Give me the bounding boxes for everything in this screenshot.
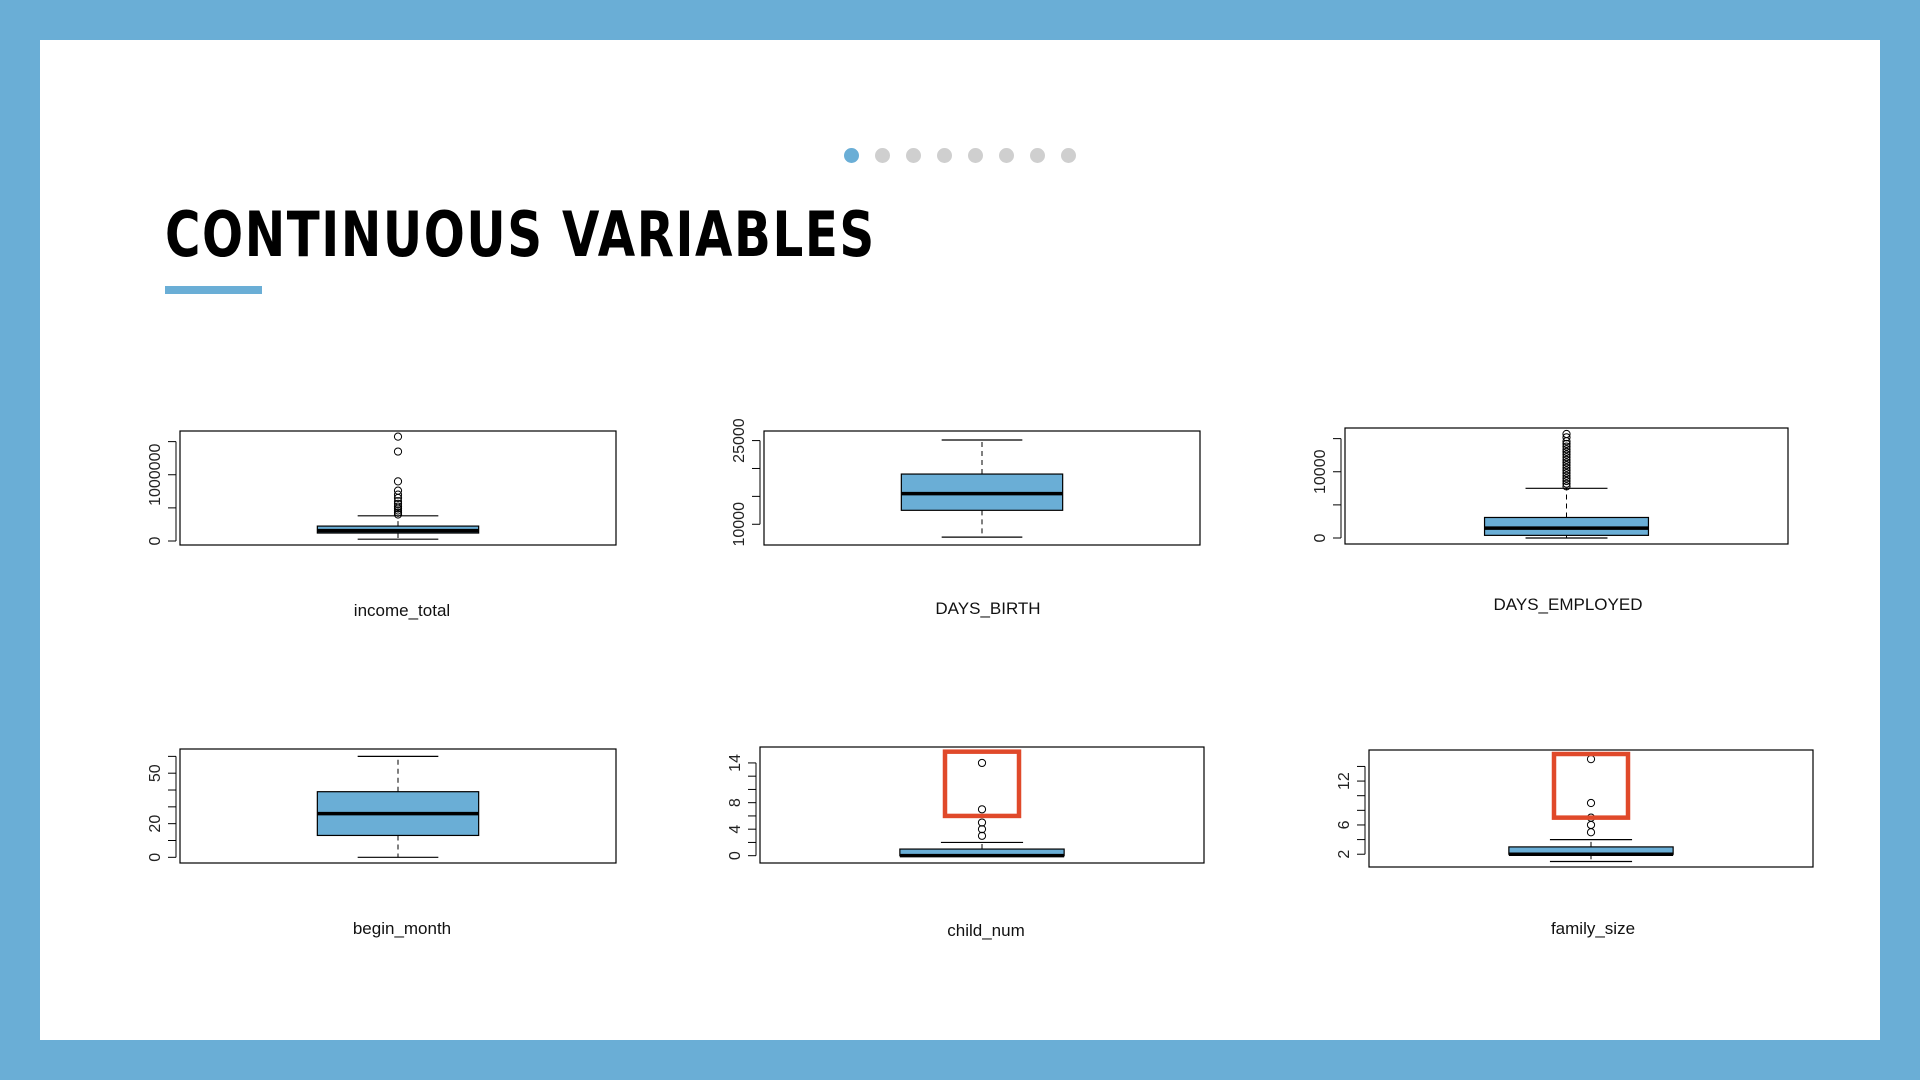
outlier-point [1562, 453, 1571, 462]
outlier-point [1562, 433, 1571, 442]
x-axis-label: DAYS_EMPLOYED [1494, 595, 1643, 614]
outlier-point [1586, 755, 1596, 764]
outlier-point [393, 510, 403, 519]
slide-pagination[interactable] [40, 148, 1880, 163]
x-axis-label: family_size [1551, 919, 1635, 938]
plot-frame [1368, 749, 1814, 868]
outlier-point [1562, 442, 1571, 451]
outlier-point [393, 497, 403, 506]
slide-title: CONTINUOUS VARIABLES [165, 198, 876, 271]
y-tick-label: 0 [147, 536, 164, 545]
outlier-highlight-box [1551, 751, 1631, 820]
boxplot-grid: 01000000income_total1000025000DAYS_BIRTH… [147, 418, 1814, 940]
boxplot-income-total: 0 1000000 income_total [147, 430, 617, 620]
outlier-point [393, 506, 403, 515]
page-dot-4[interactable] [937, 148, 952, 163]
page-dot-5[interactable] [968, 148, 983, 163]
outlier-point [977, 818, 987, 827]
y-tick-label: 4 [727, 825, 744, 834]
outlier-point [977, 825, 987, 834]
boxplot-child-num: 0 4 8 14 child_num [727, 746, 1205, 940]
outlier-point [977, 805, 987, 814]
y-tick-label: 1000000 [147, 444, 164, 506]
y-tick-label: 14 [727, 754, 744, 772]
slide: CONTINUOUS VARIABLES 0 1000000 income_tota… [40, 40, 1880, 1040]
plot-frame [179, 430, 617, 546]
boxplot-family-size: 2 6 12 family_size [1336, 749, 1814, 938]
outlier-point [1562, 461, 1571, 470]
y-tick-label: 2 [1336, 850, 1353, 859]
y-tick-label: 10000 [731, 502, 748, 547]
y-tick-label: 25000 [731, 418, 748, 463]
y-tick-label: 0 [1312, 533, 1329, 542]
outlier-point [1586, 798, 1596, 808]
outlier-point [393, 447, 403, 456]
outlier-point [977, 831, 987, 840]
outlier-point [1562, 474, 1571, 483]
outlier-point [1562, 482, 1571, 491]
page-dot-2[interactable] [875, 148, 890, 163]
y-tick-label: 12 [1336, 772, 1353, 790]
outlier-point [393, 499, 403, 508]
outlier-point [1562, 439, 1571, 449]
x-axis-label: DAYS_BIRTH [935, 599, 1040, 618]
outlier-point [1562, 458, 1571, 467]
outlier-point [1586, 820, 1596, 830]
outlier-point [1562, 447, 1571, 456]
page-dot-1[interactable] [844, 148, 859, 163]
x-axis-label: income_total [354, 601, 450, 620]
y-tick-label: 50 [147, 764, 164, 782]
y-tick-label: 0 [147, 853, 164, 862]
outlier-point [1562, 479, 1571, 488]
title-underline [165, 286, 262, 294]
outlier-point [1562, 471, 1571, 480]
boxplot-days-birth: 10000 25000 DAYS_BIRTH [731, 418, 1201, 618]
outlier-point [1562, 466, 1571, 475]
page-dot-8[interactable] [1061, 148, 1076, 163]
outlier-point [393, 502, 403, 511]
outlier-point [1562, 429, 1571, 439]
outlier-point [393, 490, 403, 499]
plot-frame [759, 746, 1205, 864]
plot-frame [763, 430, 1201, 546]
page-dot-7[interactable] [1030, 148, 1045, 163]
x-axis-label: begin_month [353, 919, 451, 938]
page-dot-3[interactable] [906, 148, 921, 163]
outlier-point [977, 758, 987, 768]
page-dot-6[interactable] [999, 148, 1014, 163]
outlier-point [1562, 468, 1571, 478]
y-tick-label: 10000 [1312, 449, 1329, 494]
outlier-point [1562, 476, 1571, 486]
outlier-point [393, 486, 403, 495]
outlier-point [393, 477, 403, 486]
y-tick-label: 20 [147, 815, 164, 833]
outlier-point [1562, 463, 1571, 472]
y-tick-label: 8 [727, 798, 744, 807]
outlier-point [1562, 455, 1571, 464]
outlier-point [1586, 828, 1596, 837]
y-tick-label: 6 [1336, 820, 1353, 829]
outlier-highlight-box [942, 749, 1022, 819]
outlier-point [393, 508, 403, 517]
y-tick-label: 0 [727, 851, 744, 860]
boxplot-begin-month: 0 20 50 begin_month [147, 748, 617, 938]
boxplot-days-employed: 0 10000 DAYS_EMPLOYED [1312, 427, 1789, 614]
outlier-point [393, 432, 403, 441]
outlier-point [1562, 445, 1571, 454]
plot-frame [179, 748, 617, 864]
plot-frame [1344, 427, 1789, 545]
x-axis-label: child_num [947, 921, 1025, 940]
outlier-point [1562, 450, 1571, 459]
